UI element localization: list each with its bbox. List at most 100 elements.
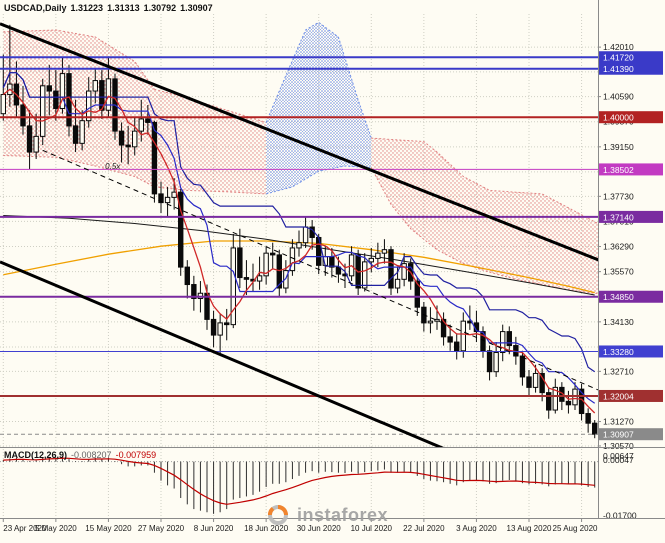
cloud-span-line [3,29,155,90]
price-badge-label: 1.41390 [603,64,634,74]
price-badge [599,389,663,402]
candle-body [454,341,460,352]
candle-body [224,322,230,326]
y-axis-label: 1.39150 [603,142,634,152]
x-axis-label: 5 May 2020 [35,524,77,533]
price-badge [599,111,663,124]
candle-body [210,318,217,336]
cloud-span-line [154,186,267,195]
candle-body [493,352,499,373]
tenkan-sen-blue [2,72,596,404]
candle-body [335,266,342,275]
candle-body [53,90,59,109]
candle-body [20,104,26,127]
candle-body [125,144,131,148]
price-badge [599,345,663,358]
x-axis-label: 27 May 2020 [138,524,185,533]
candle-body [388,249,394,289]
candle-body [79,120,85,144]
candle-body [171,191,177,198]
cloud-span-line [265,21,372,139]
price-badge [599,62,663,75]
x-axis-label: 30 Jun 2020 [297,524,342,533]
price-badge-label: 1.37140 [603,212,634,222]
price-badge [599,290,663,303]
candle-body [585,413,591,424]
candle-body [434,318,440,322]
candle-body [191,284,197,299]
price-badge-label: 1.34850 [603,292,634,302]
macd-signal-value: -0.007959 [115,450,157,460]
candle-body [500,331,506,354]
y-axis-label: 1.30570 [603,441,634,451]
cloud-span-line [370,167,598,295]
price-badge-label: 1.30907 [603,430,634,440]
x-axis-label: 13 Aug 2020 [507,524,552,533]
candle-body [394,278,401,289]
candle-body [145,118,151,123]
candle-body [362,261,368,289]
candle-body [86,90,92,122]
candle-body [184,266,190,286]
candle-body [414,280,420,308]
candle-body [381,249,388,254]
macd-name: MACD(12,26,9) [4,450,68,460]
trend-line[interactable] [42,149,641,408]
trend-line[interactable] [0,260,476,462]
candle-body [40,85,46,137]
y-axis-label: 1.34130 [603,317,634,327]
broker-watermark: instaforex [266,503,388,527]
candle-body [329,256,335,268]
horizontal-levels [0,56,598,435]
macd-main-value: -0.008207 [71,450,112,460]
candle-body [486,350,493,373]
ohlc-low: 1.30792 [143,3,177,13]
candle-body [546,392,552,411]
candle-body [230,247,236,326]
candle-body [99,80,105,111]
candle-body [447,336,453,343]
candle-body [539,372,545,394]
candle-body [105,78,112,111]
cloud-span-line [371,137,598,225]
macd-axis-label: 0.00047 [603,455,634,465]
macd-indicator-label: MACD(12,26,9) -0.008207 -0.007959 [4,450,156,460]
candle-body [276,254,282,289]
candle-body [283,270,289,289]
y-axis-label: 1.37730 [603,191,634,201]
x-axis-label: 18 Jun 2020 [244,524,289,533]
candle-body [401,263,407,280]
ohlc-open: 1.31223 [70,3,104,13]
cloud-span-line [154,88,267,123]
candle-body [263,252,269,277]
y-axis-label: 1.35570 [603,267,634,277]
price-badge [599,51,663,64]
cloud-area [154,89,267,194]
candle-body [572,388,578,406]
candle-body [0,94,6,115]
candle-body [526,376,532,388]
x-axis-label: 3 Aug 2020 [456,524,497,533]
candle-body [552,386,558,411]
annotation-label: 0.5x [105,162,121,171]
candle-body [26,125,33,153]
candle-body [138,118,144,132]
trend-line[interactable] [0,22,621,269]
candle-body [270,252,276,256]
price-badge-label: 1.41720 [603,53,634,63]
y-axis-label: 1.42010 [603,42,634,52]
candle-body [256,275,263,282]
instaforex-logo-icon [268,505,288,525]
cloud-area [266,22,372,194]
price-badge-label: 1.32004 [603,391,634,401]
ohlc-close: 1.30907 [180,3,213,13]
candle-body [118,130,125,146]
kijun-sen-blue [2,72,596,373]
macd-histogram [2,455,596,514]
candle-body [302,226,309,244]
chart-title: USDCAD,Daily 1.31223 1.31313 1.30792 1.30907 [4,3,217,13]
candle-body [178,191,184,268]
